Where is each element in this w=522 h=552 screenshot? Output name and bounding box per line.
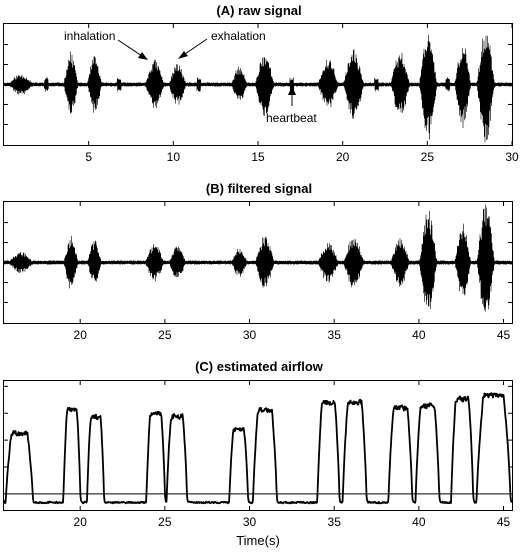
x-tick-label: 30 [505, 150, 519, 164]
panel-a-raw-signal-line [4, 34, 512, 143]
x-tick-label: 35 [328, 515, 342, 529]
panel-b-ticks: 20 25 30 35 40 45 [4, 202, 512, 342]
x-tick-label: 20 [74, 328, 88, 342]
panel-c-ticks: 20 25 30 35 40 45 [4, 381, 512, 529]
annotation-inhalation: inhalation [64, 29, 115, 43]
panel-b-title: (B) filtered signal [206, 181, 312, 196]
x-tick-label: 40 [412, 515, 426, 529]
x-tick-label: 5 [85, 150, 92, 164]
arrow-heartbeat [288, 86, 296, 106]
panel-b-filtered-signal-line [4, 204, 512, 312]
x-tick-label: 10 [167, 150, 181, 164]
x-tick-label: 20 [336, 150, 350, 164]
annotation-heartbeat: heartbeat [266, 111, 317, 125]
panel-c-airflow-line [4, 392, 512, 505]
x-tick-label: 25 [158, 515, 172, 529]
panel-c-title: (C) estimated airflow [195, 359, 324, 374]
x-tick-label: 40 [412, 328, 426, 342]
panel-c-xlabel: Time(s) [236, 533, 280, 548]
x-tick-label: 20 [74, 515, 88, 529]
panel-a-title: (A) raw signal [216, 3, 301, 18]
panel-a-ticks: 5 10 15 20 25 30 [4, 24, 519, 164]
panel-b: (B) filtered signal 20 25 30 35 40 45 [3, 181, 513, 342]
arrow-exhalation [178, 38, 208, 59]
x-tick-label: 25 [421, 150, 435, 164]
panel-b-frame [3, 201, 513, 324]
x-tick-label: 35 [328, 328, 342, 342]
x-tick-label: 15 [251, 150, 265, 164]
panel-c: (C) estimated airflow 20 25 30 35 40 45 Time(… [3, 359, 513, 548]
arrow-inhalation [117, 39, 148, 60]
annotation-exhalation: exhalation [211, 29, 266, 43]
x-tick-label: 30 [243, 515, 257, 529]
panel-c-frame [3, 380, 513, 511]
panel-a-frame [3, 23, 513, 146]
x-tick-label: 25 [158, 328, 172, 342]
panel-a: (A) raw signal 5 10 15 20 25 30 inhalation ex… [3, 3, 519, 164]
x-tick-label: 45 [497, 515, 511, 529]
x-tick-label: 45 [497, 328, 511, 342]
panel-a-annotations: inhalation exhalation heartbeat [64, 29, 317, 125]
x-tick-label: 30 [243, 328, 257, 342]
